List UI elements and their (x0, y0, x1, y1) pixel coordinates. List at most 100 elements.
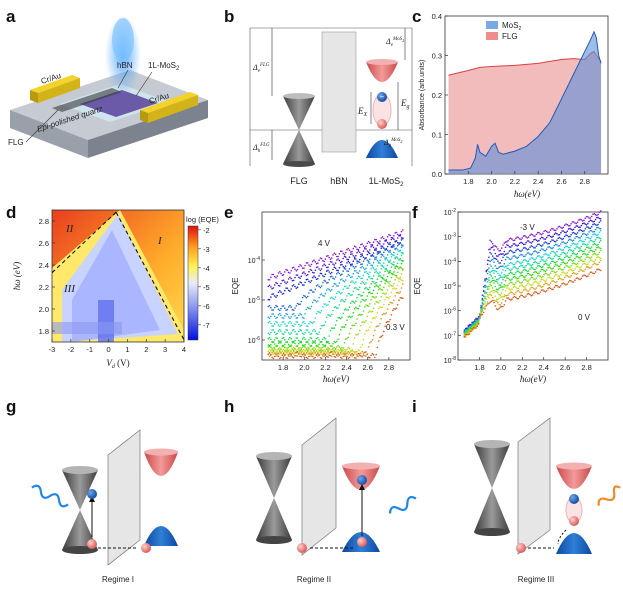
eqe-e-point (350, 263, 352, 266)
eqe-f-point (530, 294, 533, 297)
eqe-e-point (374, 238, 376, 241)
eqe-e-point (394, 274, 397, 277)
eqe-e-point (390, 238, 393, 241)
eqe-e-point (402, 268, 404, 270)
eqe-e-point (327, 254, 329, 257)
eqe-f-point (589, 217, 592, 219)
eqe-e-point (365, 298, 367, 301)
eqe-e-point (367, 356, 370, 359)
eqe-e-point (347, 247, 350, 250)
eqe-f-point (561, 271, 563, 274)
eqe-f-point (570, 259, 572, 261)
eqe-e-point (300, 265, 303, 267)
eqe-e-point (342, 355, 345, 358)
eqe-f-point (575, 273, 578, 276)
eqe-f-point (486, 295, 489, 298)
eqe-e-point (298, 349, 300, 351)
eqe-e-point (320, 349, 323, 351)
eqe-e-point (315, 278, 318, 281)
eqe-f-point (548, 245, 551, 248)
eqe-f-point (543, 263, 545, 266)
flg-lower-cone (283, 130, 315, 164)
eqe-f-point (467, 329, 470, 332)
eqe-f-point (524, 234, 526, 237)
eqe-f-point (589, 239, 592, 242)
eqe-e-point (341, 263, 343, 266)
eqe-e-point (353, 267, 356, 269)
eqe-e-point (295, 345, 298, 347)
eqe-e-point (377, 307, 380, 310)
eqe-e-point (390, 246, 393, 249)
eqe-f-point (494, 295, 497, 298)
eqe-e-point (391, 244, 394, 247)
eqe-e-point (294, 285, 296, 288)
eqe-e-point (275, 353, 277, 355)
eqe-e-point (332, 309, 334, 312)
eqe-e-point (301, 332, 304, 335)
eqe-e-point (323, 324, 326, 326)
eqe-e-point (298, 330, 300, 333)
eqe-f-point (477, 322, 480, 325)
eqe-f-point (565, 234, 567, 236)
eqe-f-point (580, 255, 583, 258)
eqe-e-point (273, 306, 276, 309)
eqe-e-point (338, 346, 341, 348)
eqe-f-point (495, 288, 498, 291)
eqe-e-point (284, 323, 286, 325)
eqe-e-point (290, 332, 293, 334)
eqe-f-point (471, 330, 473, 332)
eqe-f-point (463, 331, 466, 334)
eqe-f-series-9 (463, 255, 602, 337)
eqe-f-point (570, 249, 572, 251)
eqe-f-series-10 (463, 259, 602, 338)
eqe-f-point (471, 324, 473, 326)
eqe-e-point (329, 275, 332, 278)
eqe-f-point (554, 271, 557, 274)
eqe-e-point (348, 268, 351, 270)
eqe-e-point (280, 272, 282, 275)
eqe-e-point (320, 324, 323, 327)
eqe-f-point (520, 282, 522, 284)
eqe-f-point (526, 290, 529, 292)
eqe-f-point (562, 268, 565, 271)
region-label-II: II (65, 223, 75, 235)
eqe-f-point (493, 289, 495, 292)
eqe-e-point (372, 261, 375, 264)
quartz-side (88, 100, 208, 158)
eqe-e-point (315, 301, 318, 303)
eqe-e-point (337, 290, 339, 293)
eqe-e-point (366, 242, 369, 244)
eqe-f-point (500, 247, 503, 249)
eqe-f-point (529, 264, 531, 266)
eqe-f-point (488, 297, 490, 299)
eqe-e-point (299, 281, 301, 283)
eqe-e-point (399, 258, 402, 260)
eqe-e-point (309, 355, 312, 357)
eqe-f-point (525, 289, 527, 291)
eqe-f-point (509, 291, 512, 293)
eqe-f-point (513, 275, 516, 278)
eqe-e-point (366, 288, 369, 290)
eqe-e-point (311, 291, 314, 293)
eqe-e-point (371, 245, 374, 247)
eqe-f-point (525, 264, 527, 267)
eqe-e-point (396, 244, 399, 247)
eqe-e-point (347, 353, 350, 356)
eqe-f-point (588, 231, 590, 233)
eqe-f-point (507, 277, 509, 280)
eqe-e-point (366, 329, 369, 332)
eqe-e-point (353, 270, 356, 272)
eqe-e-point (370, 298, 372, 301)
eqe-f-point (526, 273, 529, 275)
eqe-e-point (295, 354, 298, 357)
eqe-e-point (381, 277, 384, 280)
eqe-f-point (542, 265, 544, 268)
eqe-f-point (522, 235, 525, 237)
eqe-f-point (525, 247, 527, 250)
eqe-e-point (339, 300, 342, 302)
eqe-f-point (477, 321, 480, 323)
eqe-f-point (494, 285, 497, 288)
eqe-e-point (396, 284, 399, 287)
eqe-f-point (518, 296, 521, 298)
eqe-f-point (585, 234, 588, 236)
